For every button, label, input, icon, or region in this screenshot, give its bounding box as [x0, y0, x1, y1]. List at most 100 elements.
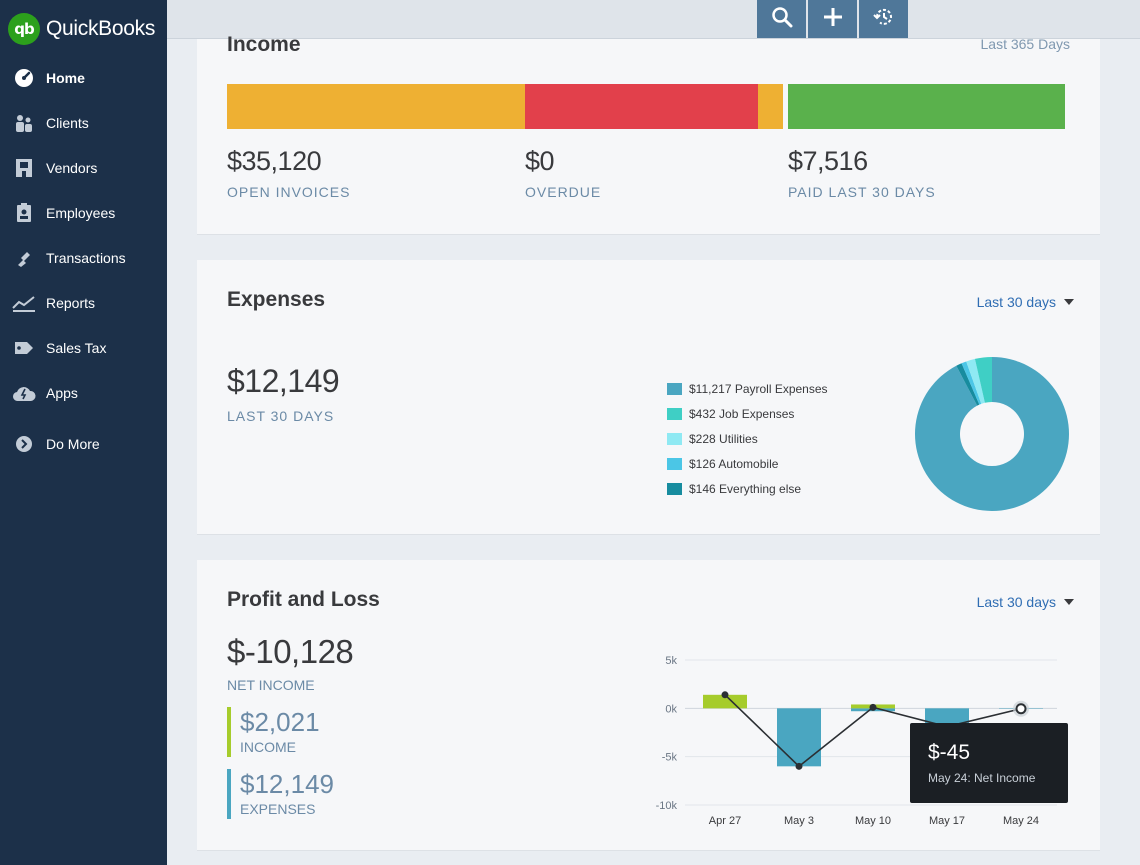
quickbooks-logo-icon: qb: [8, 13, 40, 45]
income-label: INCOME: [240, 739, 296, 755]
paid-value: $7,516: [788, 146, 868, 176]
profit-loss-range-label: Last 30 days: [976, 594, 1056, 610]
sidebar-item-employees[interactable]: Employees: [0, 190, 167, 235]
sidebar-item-label: Do More: [46, 435, 100, 452]
donut-slice-utilities[interactable]: [966, 358, 985, 404]
sidebar-item-clients[interactable]: Clients: [0, 100, 167, 145]
sidebar-item-reports[interactable]: Reports: [0, 280, 167, 325]
dashboard-icon: [12, 68, 36, 88]
donut-slice-automobile[interactable]: [961, 361, 982, 405]
donut-slice-job-expenses[interactable]: [974, 357, 992, 403]
donut-slice-payroll-expenses[interactable]: [915, 357, 1069, 511]
sidebar-item-label: Clients: [46, 114, 89, 131]
expenses-range-label: Last 30 days: [976, 294, 1056, 310]
sidebar-item-label: Reports: [46, 294, 96, 311]
sidebar-item-label: Transactions: [46, 249, 126, 266]
clients-icon: [12, 113, 36, 133]
x-tick-label: May 17: [929, 815, 965, 827]
recent-transactions-button[interactable]: [859, 0, 908, 38]
plus-icon: [822, 6, 844, 33]
expenses-bar[interactable]: [925, 708, 969, 727]
quickbooks-logo[interactable]: qb QuickBooks: [8, 13, 155, 45]
employees-icon: [12, 202, 36, 223]
paid-bar[interactable]: [788, 84, 1065, 129]
donut-slice-everything-else[interactable]: [956, 363, 980, 406]
sidebar-item-label: Apps: [46, 384, 78, 401]
legend-label: $11,217 Payroll Expenses: [689, 381, 828, 396]
y-tick-label: -10k: [656, 800, 678, 812]
expenses-bar[interactable]: [777, 708, 821, 767]
y-tick-label: 5k: [665, 655, 677, 667]
open-invoices-bar-end[interactable]: [758, 84, 783, 129]
vendors-icon: [12, 158, 36, 178]
expenses-total: $12,149: [227, 363, 340, 399]
sidebar-nav: Home Clients Vendors Employees Transacti…: [0, 55, 167, 466]
sidebar-item-sales-tax[interactable]: Sales Tax: [0, 325, 167, 370]
search-icon: [771, 6, 793, 33]
sales-tax-icon: [12, 338, 36, 358]
sidebar-item-label: Home: [46, 69, 85, 86]
sidebar-item-label: Employees: [46, 204, 116, 221]
income-summary: $2,021 INCOME: [227, 707, 320, 757]
app-name: QuickBooks: [46, 17, 156, 40]
open-invoices-bar[interactable]: [227, 84, 525, 129]
expenses-card: Expenses Last 30 days $12,149 LAST 30 DA…: [197, 260, 1100, 535]
legend-swatch: [667, 457, 682, 470]
profit-loss-card: Profit and Loss Last 30 days $-10,128 NE…: [197, 560, 1100, 851]
profit-loss-range-dropdown[interactable]: Last 30 days: [977, 594, 1074, 610]
legend-item[interactable]: $432 Job Expenses: [667, 401, 828, 426]
legend-item[interactable]: $11,217 Payroll Expenses: [667, 376, 828, 401]
net-income-point[interactable]: [795, 762, 803, 770]
expenses-label: EXPENSES: [240, 801, 316, 817]
sidebar-item-apps[interactable]: Apps: [0, 370, 167, 415]
open-invoices-value: $35,120: [227, 146, 322, 176]
net-income-point[interactable]: [721, 691, 729, 699]
apps-icon: [12, 383, 36, 403]
legend-swatch: [667, 482, 682, 495]
sidebar-item-do-more[interactable]: Do More: [0, 421, 167, 466]
sidebar: qb QuickBooks Home Clients Vendors Emplo…: [0, 0, 167, 865]
legend-label: $228 Utilities: [689, 431, 758, 446]
y-tick-label: -5k: [662, 752, 678, 764]
overdue-label: OVERDUE: [525, 184, 602, 200]
transactions-icon: [12, 248, 36, 268]
caret-down-icon: [1064, 599, 1074, 605]
expenses-legend: $11,217 Payroll Expenses $432 Job Expens…: [667, 376, 828, 501]
paid-label: PAID LAST 30 DAYS: [788, 184, 936, 200]
top-bar: [167, 0, 1140, 39]
legend-label: $432 Job Expenses: [689, 406, 795, 421]
income-title: Income: [227, 33, 301, 56]
x-tick-label: May 10: [855, 815, 891, 827]
x-tick-label: May 24: [1003, 815, 1039, 827]
recent-icon: [872, 5, 896, 34]
do-more-icon: [12, 434, 36, 454]
net-income-point[interactable]: [1015, 703, 1027, 715]
sidebar-item-vendors[interactable]: Vendors: [0, 145, 167, 190]
expenses-range-dropdown[interactable]: Last 30 days: [977, 294, 1074, 310]
legend-item[interactable]: $146 Everything else: [667, 476, 828, 501]
legend-item[interactable]: $126 Automobile: [667, 451, 828, 476]
net-income-label: NET INCOME: [227, 677, 315, 693]
overdue-bar[interactable]: [525, 84, 758, 129]
search-button[interactable]: [757, 0, 806, 38]
legend-label: $146 Everything else: [689, 481, 802, 496]
legend-swatch: [667, 407, 682, 420]
income-range: Last 365 Days: [980, 36, 1071, 52]
expenses-total-label: LAST 30 DAYS: [227, 408, 335, 424]
legend-label: $126 Automobile: [689, 456, 779, 471]
x-tick-label: May 3: [784, 815, 814, 827]
expenses-value: $12,149: [240, 769, 334, 799]
net-income-value: $-10,128: [227, 633, 354, 670]
net-income-point[interactable]: [869, 703, 877, 711]
sidebar-item-label: Vendors: [46, 159, 98, 176]
legend-item[interactable]: $228 Utilities: [667, 426, 828, 451]
caret-down-icon: [1064, 299, 1074, 305]
profit-loss-chart: 5k 0k -5k -10k Apr 27 May 3 May 10 May 17 May 24: [656, 655, 1057, 827]
sidebar-item-home[interactable]: Home: [0, 55, 167, 100]
sidebar-item-transactions[interactable]: Transactions: [0, 235, 167, 280]
open-invoices-label: OPEN INVOICES: [227, 184, 351, 200]
tooltip-label: May 24: Net Income: [928, 771, 1036, 785]
income-bar: [227, 84, 1065, 129]
reports-icon: [12, 293, 36, 313]
create-button[interactable]: [808, 0, 857, 38]
